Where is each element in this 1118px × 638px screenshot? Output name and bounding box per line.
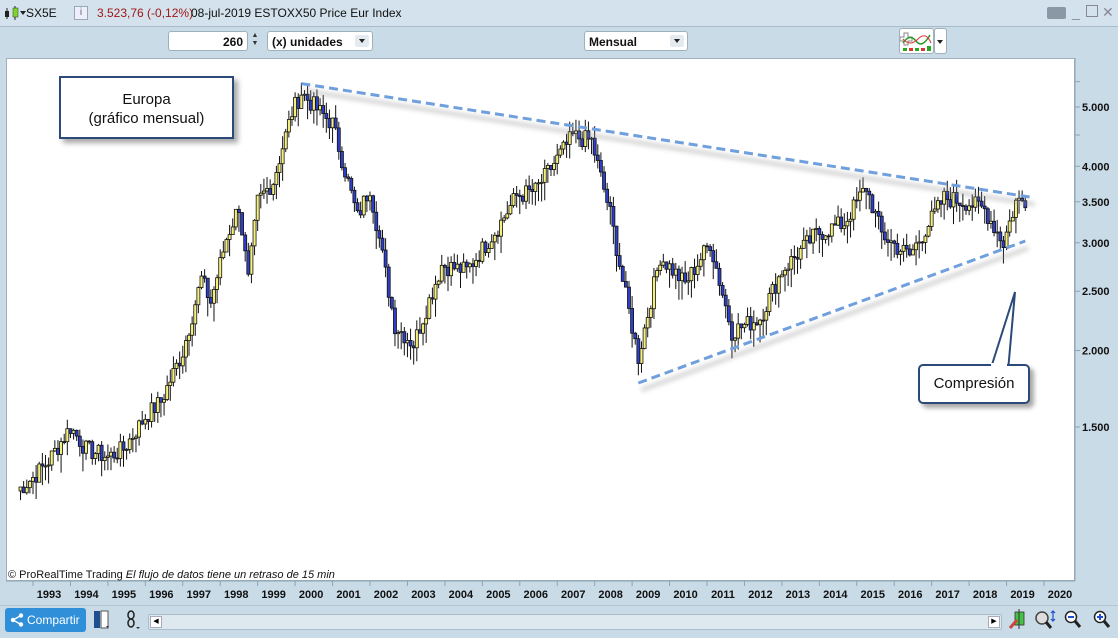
- zoom-out-icon[interactable]: [1063, 609, 1083, 631]
- instrument-description: 08-jul-2019 ESTOXX50 Price Eur Index: [191, 6, 402, 20]
- units-stepper[interactable]: ▲ ▼: [251, 32, 259, 47]
- copyright-notice: © ProRealTime Trading El flujo de datos …: [8, 569, 335, 581]
- europa-title: Europa: [122, 91, 171, 108]
- x-axis-label: 2007: [561, 589, 585, 601]
- price-change: 3.523,76 (-0,12%): [97, 6, 194, 20]
- indicators-button[interactable]: [899, 28, 934, 54]
- title-bar: SX5E i 3.523,76 (-0,12%) 08-jul-2019 EST…: [0, 0, 1118, 27]
- y-axis-label: 4.000: [1082, 161, 1110, 173]
- x-axis-label: 1998: [224, 589, 248, 601]
- indicators-icon: [899, 32, 932, 51]
- y-axis-label: 2.000: [1082, 346, 1110, 358]
- symbol-dropdown-icon[interactable]: [20, 11, 26, 15]
- x-axis-label: 2009: [636, 589, 660, 601]
- x-axis-label: 2003: [411, 589, 435, 601]
- keyboard-icon[interactable]: [1047, 7, 1066, 19]
- zoom-in-icon[interactable]: [1092, 609, 1112, 631]
- units-count-input[interactable]: 260: [168, 31, 248, 51]
- auto-zoom-icon[interactable]: [1033, 609, 1057, 631]
- period-select-value: Mensual: [589, 35, 638, 49]
- x-axis-label: 2013: [786, 589, 810, 601]
- share-button[interactable]: Compartir: [5, 608, 86, 632]
- scroll-left-button[interactable]: ◀: [150, 616, 162, 628]
- callout-pointer-mask: [991, 363, 1007, 367]
- x-axis-label: 2016: [898, 589, 922, 601]
- x-axis-label: 1995: [112, 589, 136, 601]
- units-count-value: 260: [222, 35, 243, 49]
- info-icon[interactable]: i: [74, 6, 88, 20]
- chart-settings-icon[interactable]: [1008, 609, 1028, 631]
- bottom-toolbar: Compartir ◀ ▶: [0, 605, 1118, 638]
- chart-toolbar: 260 ▲ ▼ (x) unidades Mensual: [0, 27, 1118, 57]
- y-axis-label: 5.000: [1082, 102, 1110, 114]
- data-delay-notice: El flujo de datos tiene un retraso de 15…: [125, 569, 335, 581]
- x-axis-label: 2000: [299, 589, 323, 601]
- chevron-down-icon[interactable]: [670, 35, 684, 47]
- x-axis-label: 1993: [37, 589, 61, 601]
- europa-annotation: Europa (gráfico mensual): [59, 76, 234, 139]
- symbol-label[interactable]: SX5E: [26, 6, 57, 20]
- x-axis-label: 2008: [598, 589, 622, 601]
- chart-layout-icon[interactable]: [93, 609, 113, 631]
- x-axis-label: 2018: [973, 589, 997, 601]
- candlestick-icon[interactable]: [4, 5, 20, 21]
- copyright-text: © ProRealTime Trading: [8, 569, 123, 581]
- compresion-label: Compresión: [933, 375, 1015, 392]
- x-axis-label: 2005: [486, 589, 510, 601]
- x-axis-label: 2001: [336, 589, 360, 601]
- x-axis-label: 2015: [861, 589, 885, 601]
- chevron-down-icon[interactable]: [355, 35, 369, 47]
- y-axis-label: 1.500: [1082, 422, 1110, 434]
- units-select[interactable]: (x) unidades: [267, 31, 373, 51]
- minimize-icon[interactable]: _: [1072, 4, 1080, 20]
- x-axis-label: 1996: [149, 589, 173, 601]
- x-axis-label: 2006: [524, 589, 548, 601]
- chevron-down-icon: [937, 40, 943, 44]
- y-axis-label: 3.500: [1082, 197, 1110, 209]
- x-axis-label: 2010: [673, 589, 697, 601]
- callout-pointer: [989, 291, 1016, 372]
- x-axis-label: 2002: [374, 589, 398, 601]
- share-label: Compartir: [27, 613, 80, 627]
- scroll-right-button[interactable]: ▶: [988, 616, 1000, 628]
- x-axis-label: 2004: [449, 589, 474, 601]
- close-icon[interactable]: ✕: [1102, 4, 1114, 20]
- y-axis-label: 3.000: [1082, 238, 1110, 250]
- x-axis-label: 1994: [74, 589, 99, 601]
- x-axis-label: 1997: [187, 589, 211, 601]
- indicators-dropdown[interactable]: [934, 28, 947, 54]
- compresion-annotation: Compresión: [918, 364, 1030, 404]
- units-select-value: (x) unidades: [272, 35, 343, 49]
- horizontal-scrollbar[interactable]: ◀ ▶: [148, 614, 1002, 630]
- x-axis-label: 2019: [1010, 589, 1034, 601]
- link-chart-icon[interactable]: [123, 609, 143, 631]
- period-select[interactable]: Mensual: [584, 31, 688, 51]
- x-axis-label: 2017: [935, 589, 959, 601]
- x-axis-label: 2011: [711, 589, 735, 601]
- x-axis-label: 2012: [748, 589, 772, 601]
- x-axis-label: 2020: [1048, 589, 1072, 601]
- share-icon: [10, 613, 24, 627]
- europa-subtitle: (gráfico mensual): [88, 110, 205, 127]
- maximize-icon[interactable]: [1086, 5, 1098, 17]
- y-axis-label: 2.500: [1082, 286, 1110, 298]
- x-axis-label: 2014: [823, 589, 848, 601]
- x-axis-label: 1999: [261, 589, 285, 601]
